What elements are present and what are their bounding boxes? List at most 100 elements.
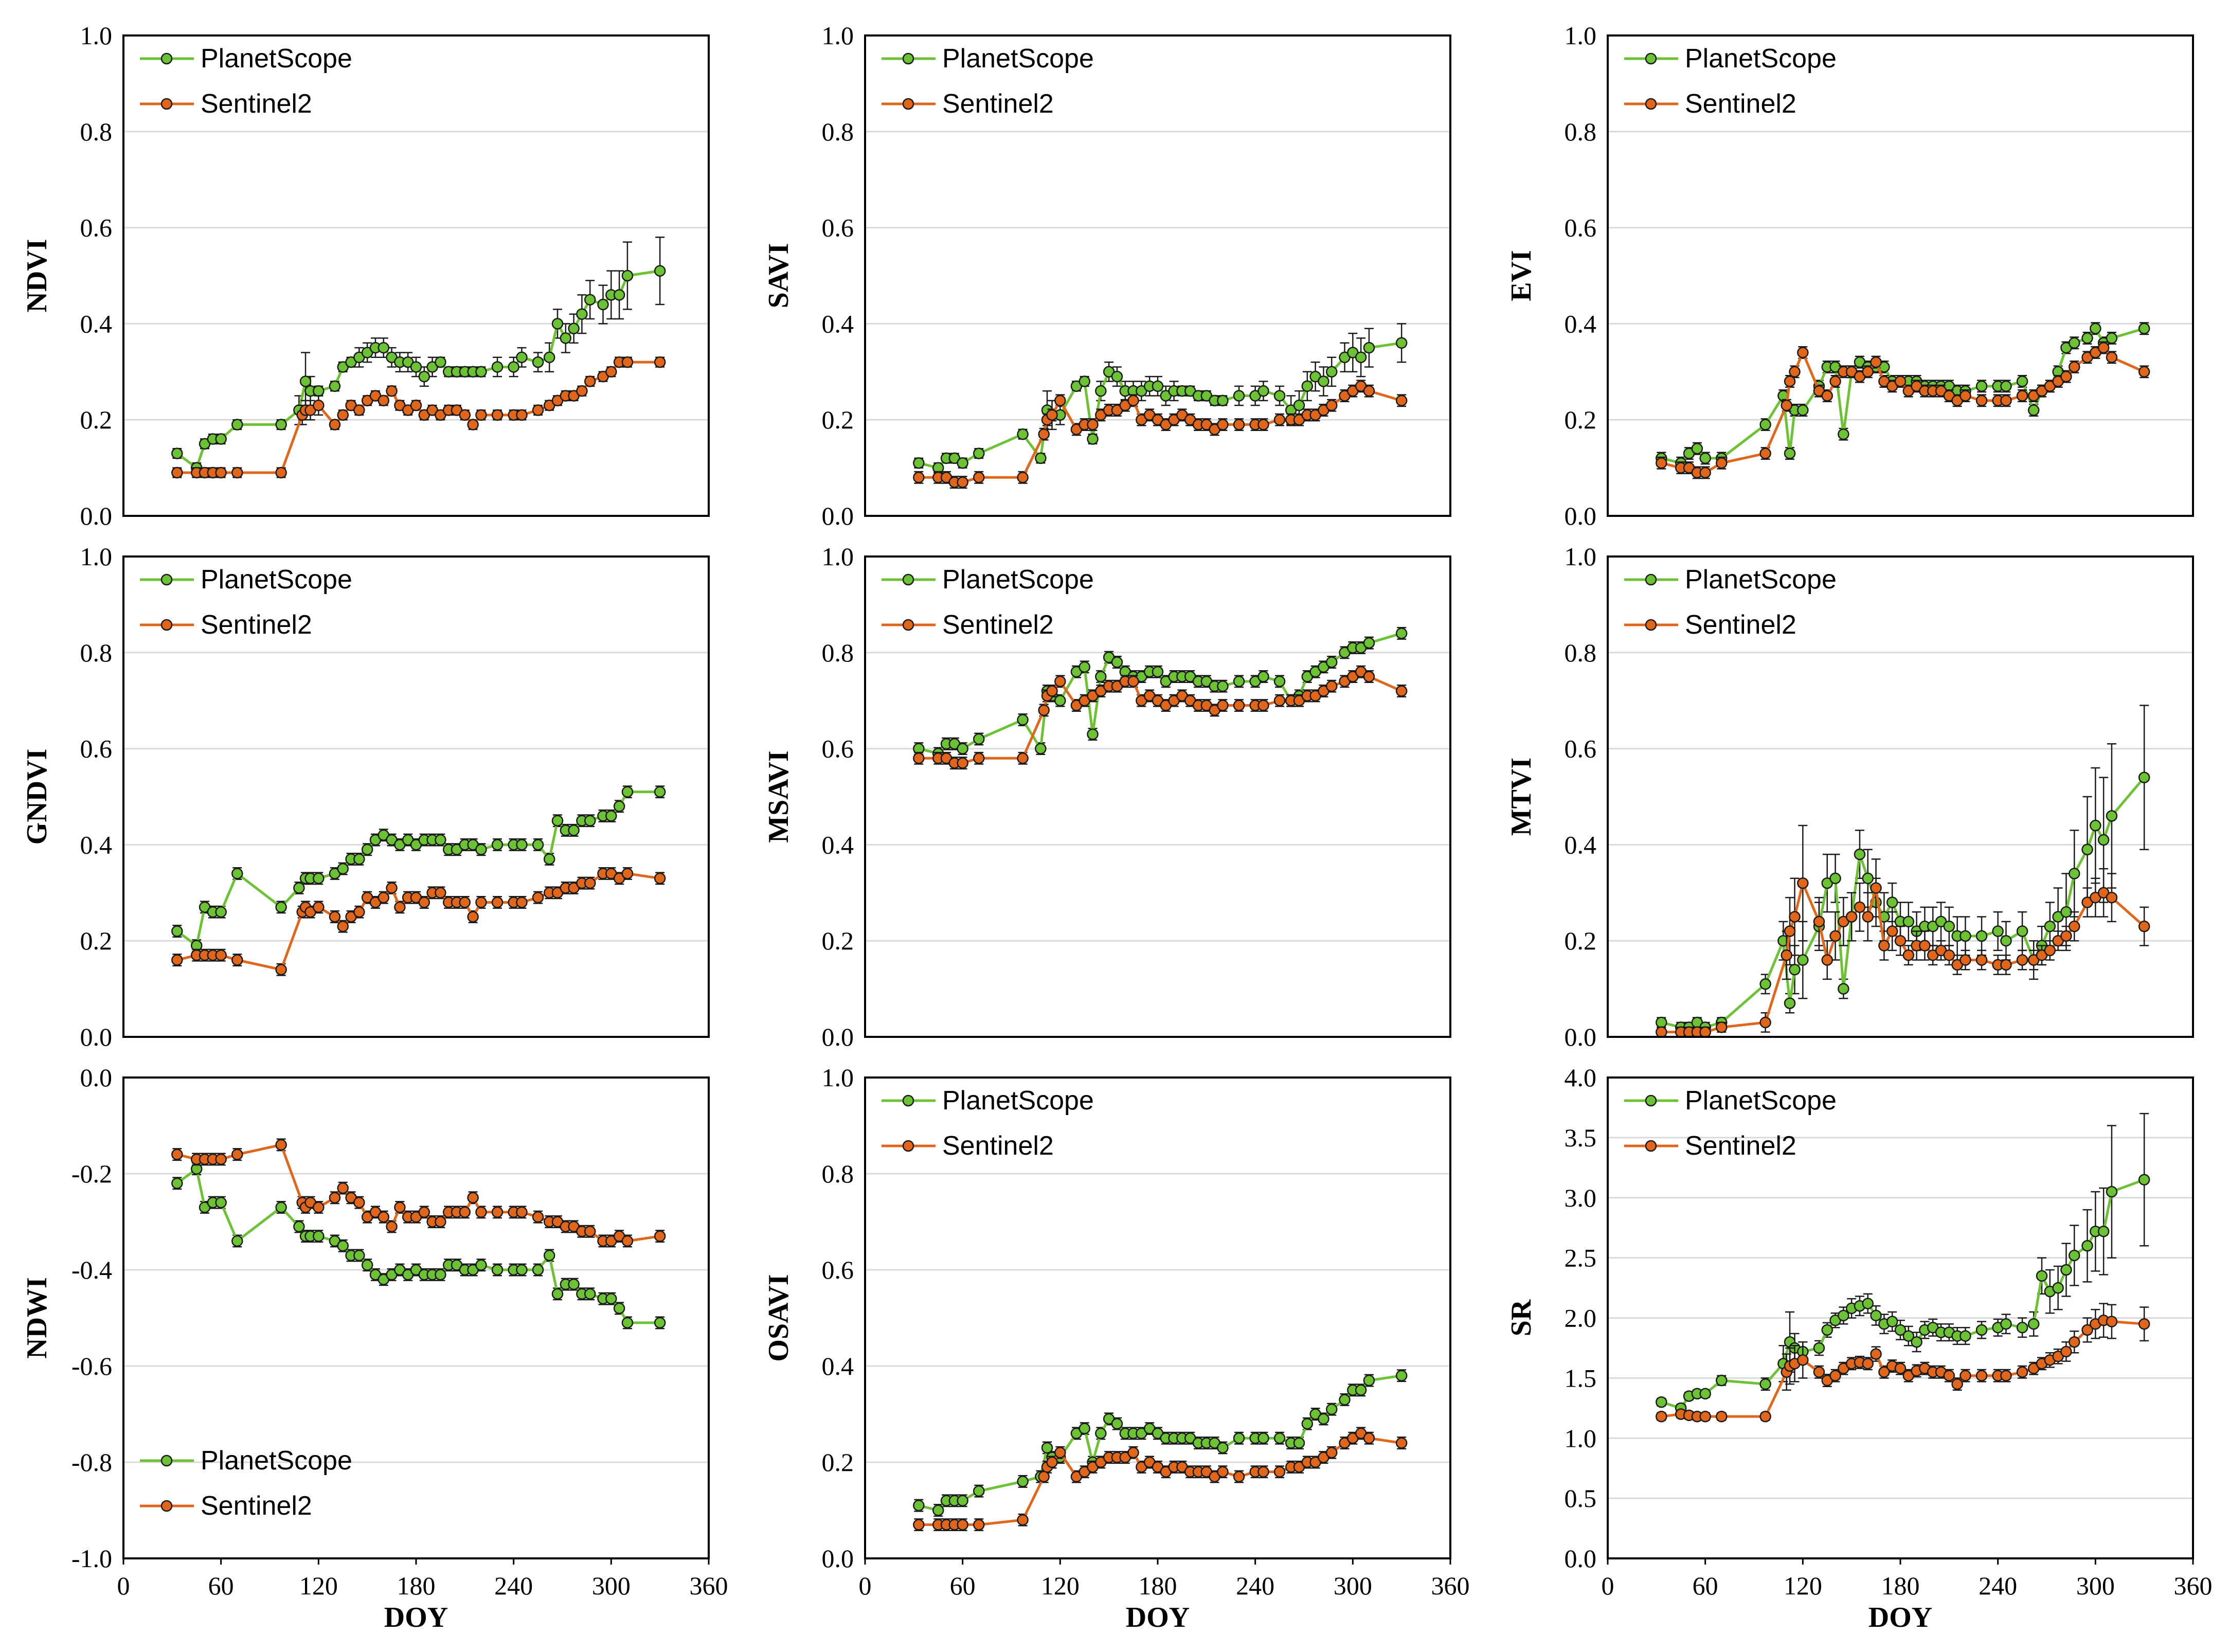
data-point bbox=[1784, 447, 1796, 459]
data-point bbox=[1960, 1330, 1971, 1342]
data-point bbox=[2027, 1318, 2040, 1330]
legend-label: PlanetScope bbox=[1685, 565, 1837, 595]
series-sentinel2 bbox=[913, 380, 1408, 489]
data-point bbox=[1395, 627, 1408, 639]
data-point bbox=[467, 911, 479, 923]
y-tick-label: 0.5 bbox=[1565, 1484, 1597, 1513]
x-tick-label: 180 bbox=[1139, 1571, 1177, 1600]
data-point bbox=[386, 1220, 398, 1233]
data-point bbox=[1960, 1370, 1971, 1381]
y-tick-label: 3.5 bbox=[1565, 1123, 1597, 1152]
data-point bbox=[621, 356, 634, 368]
data-point bbox=[1054, 694, 1066, 707]
data-point bbox=[1829, 872, 1841, 885]
data-point bbox=[1325, 366, 1338, 378]
data-point bbox=[584, 877, 596, 889]
y-axis-title: OSAVI bbox=[763, 1274, 795, 1361]
legend-label: PlanetScope bbox=[1685, 44, 1837, 74]
data-point bbox=[2138, 322, 2150, 334]
data-point bbox=[543, 853, 555, 865]
data-point bbox=[1845, 911, 1858, 923]
data-point bbox=[1273, 414, 1286, 426]
legend-label: Sentinel2 bbox=[1685, 1131, 1796, 1161]
data-point bbox=[231, 466, 243, 479]
data-point bbox=[532, 404, 544, 416]
series-planetscope bbox=[913, 323, 1408, 474]
series-planetscope bbox=[1656, 322, 2150, 470]
data-point bbox=[1789, 366, 1801, 378]
data-point bbox=[1395, 337, 1408, 349]
data-point bbox=[435, 1269, 446, 1281]
x-tick-label: 120 bbox=[1041, 1571, 1080, 1600]
y-tick-label: 0.8 bbox=[822, 117, 854, 146]
data-point bbox=[313, 385, 325, 397]
data-point bbox=[1217, 699, 1229, 711]
data-point bbox=[1054, 394, 1066, 407]
y-tick-label: 0.2 bbox=[80, 405, 113, 434]
data-point bbox=[1035, 743, 1047, 755]
data-point bbox=[467, 1192, 479, 1204]
data-point bbox=[1862, 1358, 1874, 1370]
data-point bbox=[1838, 1309, 1849, 1322]
data-point bbox=[1870, 356, 1882, 368]
data-point bbox=[1699, 1026, 1711, 1038]
x-tick-label: 180 bbox=[1881, 1571, 1920, 1600]
data-point bbox=[1217, 419, 1229, 430]
data-point bbox=[1363, 637, 1375, 649]
data-point bbox=[1960, 390, 1971, 402]
data-point bbox=[337, 409, 349, 421]
y-tick-label: 0.4 bbox=[1565, 830, 1597, 859]
data-point bbox=[532, 891, 544, 904]
data-point bbox=[475, 843, 487, 855]
legend-marker bbox=[1645, 619, 1657, 631]
data-point bbox=[605, 810, 617, 822]
data-point bbox=[1078, 1423, 1090, 1434]
y-tick-label: -0.8 bbox=[71, 1448, 112, 1477]
data-point bbox=[2106, 891, 2118, 904]
data-point bbox=[1217, 394, 1229, 407]
plot-frame bbox=[122, 34, 710, 517]
data-point bbox=[532, 839, 544, 851]
data-point bbox=[475, 1206, 487, 1218]
data-point bbox=[2106, 1186, 2118, 1198]
data-point bbox=[337, 863, 349, 875]
legend-label: PlanetScope bbox=[942, 565, 1094, 595]
y-tick-label: 0.8 bbox=[80, 117, 113, 146]
legend-label: Sentinel2 bbox=[1685, 89, 1796, 119]
y-axis-title: NDWI bbox=[21, 1277, 53, 1359]
x-tick-label: 240 bbox=[1236, 1571, 1274, 1600]
data-point bbox=[1821, 954, 1833, 966]
data-point bbox=[568, 322, 580, 334]
y-tick-label: 0.4 bbox=[822, 830, 854, 859]
data-point bbox=[516, 409, 528, 421]
data-point bbox=[491, 361, 504, 373]
data-point bbox=[1046, 1456, 1058, 1468]
data-point bbox=[1854, 848, 1866, 860]
data-point bbox=[1943, 920, 1955, 932]
data-point bbox=[1325, 680, 1338, 692]
data-point bbox=[2044, 920, 2056, 932]
data-point bbox=[1363, 671, 1375, 683]
y-tick-label: -0.2 bbox=[71, 1159, 112, 1188]
y-tick-label: 0.6 bbox=[822, 1255, 854, 1284]
chart-osavi: 0.0 0.2 0.4 0.6 0.8 1.0 0 60 120 180 240 300 360 DOY O… bbox=[763, 1063, 1470, 1633]
data-point bbox=[1838, 428, 1849, 440]
data-point bbox=[2106, 332, 2118, 344]
data-point bbox=[1233, 390, 1245, 402]
y-tick-label: 0.6 bbox=[80, 213, 113, 242]
y-tick-label: -0.4 bbox=[71, 1255, 112, 1284]
data-point bbox=[2097, 834, 2110, 846]
data-point bbox=[1035, 452, 1047, 464]
y-tick-label: 0.0 bbox=[80, 1063, 113, 1092]
plot-frame bbox=[1607, 555, 2194, 1038]
y-tick-label: 0.2 bbox=[1565, 926, 1597, 955]
data-point bbox=[2068, 1336, 2080, 1348]
data-point bbox=[1951, 1378, 1963, 1390]
data-point bbox=[568, 1278, 580, 1290]
legend-marker bbox=[160, 619, 173, 631]
y-tick-label: 0.0 bbox=[80, 1022, 113, 1051]
legend-marker bbox=[160, 1500, 173, 1512]
legend-label: Sentinel2 bbox=[201, 610, 312, 640]
data-point bbox=[1325, 1403, 1338, 1415]
